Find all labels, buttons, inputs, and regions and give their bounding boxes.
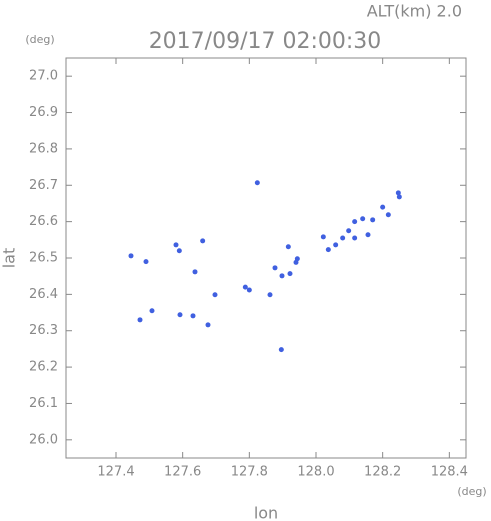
x-tick-label: 128.2	[364, 465, 401, 480]
chart-title: 2017/09/17 02:00:30	[149, 29, 382, 54]
echo-point	[279, 273, 285, 279]
echo-point	[333, 242, 339, 248]
x-tick-label: 127.8	[231, 465, 268, 480]
y-tick-label: 27.0	[29, 69, 58, 84]
echo-point	[212, 292, 218, 298]
x-axis-label: lon	[254, 504, 278, 521]
echo-point	[272, 265, 278, 271]
y-axis-label: lat	[0, 248, 19, 269]
echo-point	[352, 219, 358, 225]
echo-point	[200, 238, 206, 244]
echo-point	[352, 235, 358, 241]
echo-point	[287, 271, 293, 277]
y-tick-label: 26.1	[29, 396, 58, 411]
echo-point	[128, 253, 134, 259]
x-tick-label: 127.4	[97, 465, 134, 480]
echo-point	[143, 259, 149, 265]
x-tick-label: 128.4	[431, 465, 468, 480]
y-tick-label: 26.3	[29, 323, 58, 338]
y-unit: (deg)	[25, 33, 54, 46]
x-tick-label: 127.6	[164, 465, 201, 480]
echo-point	[395, 190, 401, 196]
echo-point	[396, 194, 402, 200]
altitude-label: ALT(km) 2.0	[367, 2, 462, 21]
echo-point	[176, 248, 182, 254]
echo-point	[325, 247, 331, 253]
x-tick-label: 128.0	[297, 465, 334, 480]
echo-point	[380, 204, 386, 210]
echo-point	[278, 347, 284, 353]
echo-point	[192, 269, 198, 275]
x-unit: (deg)	[457, 485, 486, 498]
y-tick-label: 26.6	[29, 214, 58, 229]
echo-point	[385, 212, 391, 218]
echo-point	[285, 244, 291, 250]
echo-point	[177, 312, 183, 318]
y-tick-label: 26.0	[29, 432, 58, 447]
y-tick-label: 26.7	[29, 178, 58, 193]
echo-point	[320, 234, 326, 240]
echo-point	[242, 284, 248, 290]
echo-point	[370, 217, 376, 223]
echo-point	[346, 228, 352, 234]
echo-point	[267, 292, 273, 298]
plot-frame	[65, 57, 467, 459]
y-tick-label: 26.8	[29, 141, 58, 156]
echo-point	[360, 216, 366, 222]
y-tick-label: 26.4	[29, 287, 58, 302]
y-tick-label: 26.2	[29, 360, 58, 375]
echo-point	[246, 287, 252, 293]
echo-point	[340, 235, 346, 241]
echo-point	[137, 317, 143, 323]
echo-point	[149, 308, 155, 314]
echo-point	[293, 259, 299, 265]
y-tick-label: 26.9	[29, 105, 58, 120]
echo-point	[173, 242, 179, 248]
echo-point	[365, 232, 371, 238]
echo-point	[254, 180, 260, 186]
y-tick-label: 26.5	[29, 251, 58, 266]
echo-point	[205, 322, 211, 328]
echo-point	[190, 313, 196, 319]
